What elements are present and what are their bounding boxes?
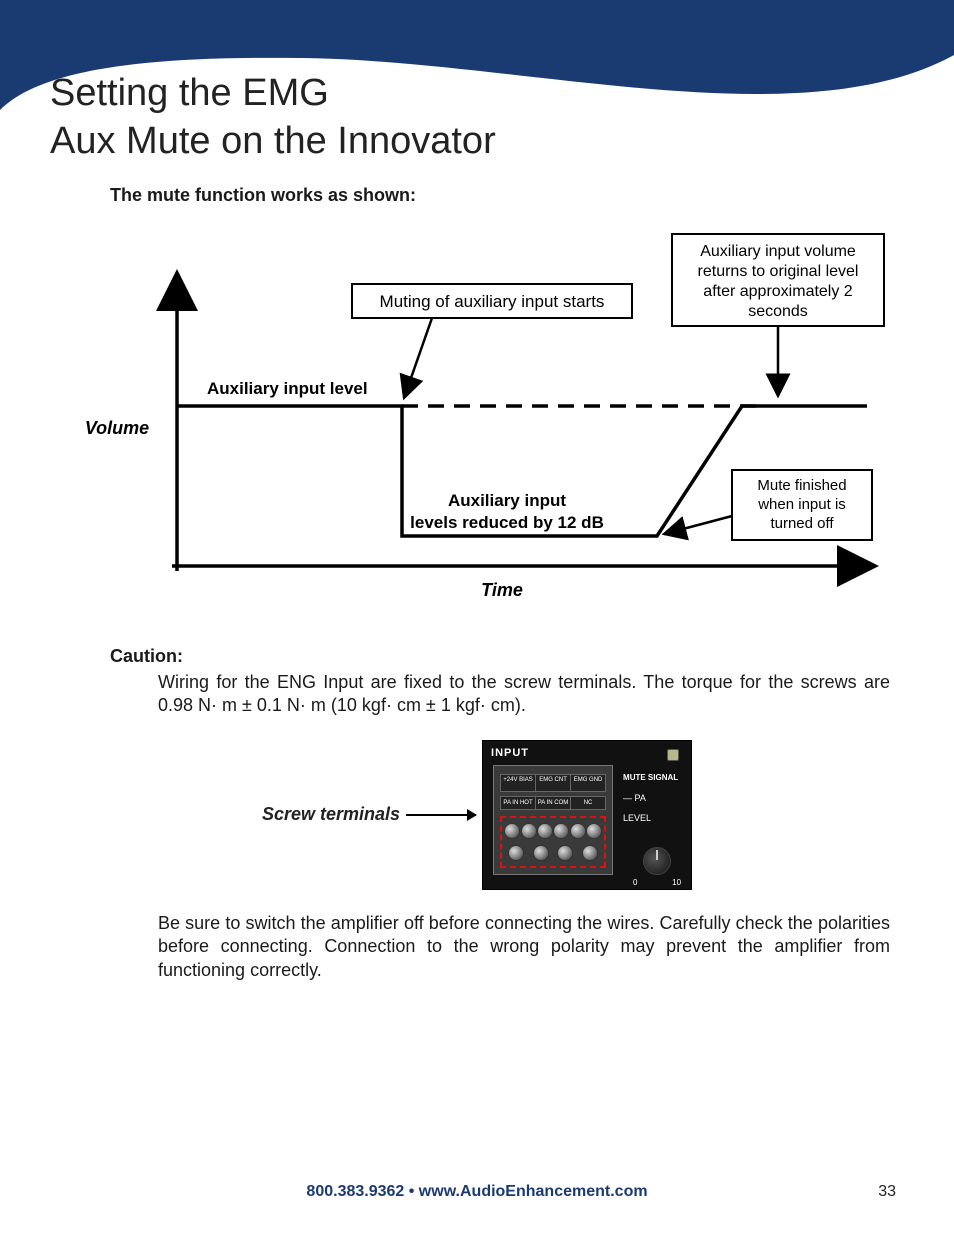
screw-terminals-label: Screw terminals xyxy=(262,804,400,825)
panel-row1-cell: EMG CNT xyxy=(536,775,571,791)
caution-body-2: Be sure to switch the amplifier off befo… xyxy=(158,912,890,982)
screw-terminals-figure: Screw terminals INPUT +24V BIAS EMG CNT … xyxy=(50,740,904,890)
panel-row2: PA IN HOT PA IN COM NC xyxy=(500,796,606,810)
page-number: 33 xyxy=(878,1183,896,1201)
footer-separator: • xyxy=(404,1183,419,1200)
panel-mute-signal: MUTE SIGNAL xyxy=(623,771,683,785)
title-line2: Aux Mute on the Innovator xyxy=(50,120,496,162)
panel-row1: +24V BIAS EMG CNT EMG GND xyxy=(500,774,606,792)
panel-row2-cell: PA IN HOT xyxy=(501,797,536,809)
panel-input-label: INPUT xyxy=(491,747,529,759)
knob-scale: 0 10 xyxy=(633,878,681,887)
reduced-label-l2: levels reduced by 12 dB xyxy=(410,513,604,532)
terminal-panel-image: INPUT +24V BIAS EMG CNT EMG GND PA IN HO… xyxy=(482,740,692,890)
callout-finish-l3: turned off xyxy=(770,515,834,532)
level-knob-icon xyxy=(643,847,671,875)
screw-highlight-box xyxy=(500,816,606,868)
title-line1: Setting the EMG xyxy=(50,72,329,114)
mute-function-diagram: Volume Time Auxiliary input level Auxili… xyxy=(50,216,904,616)
panel-level: LEVEL xyxy=(623,811,683,825)
panel-pa: — PA xyxy=(623,791,683,805)
aux-input-level-label: Auxiliary input level xyxy=(207,379,368,398)
panel-row2-cell: PA IN COM xyxy=(536,797,571,809)
footer-phone: 800.383.9362 xyxy=(306,1183,404,1200)
callout-return-l1: Auxiliary input volume xyxy=(700,243,856,260)
callout-return-l4: seconds xyxy=(748,303,808,320)
callout-return-l3: after approximately 2 xyxy=(703,283,853,300)
caution-body-1: Wiring for the ENG Input are fixed to th… xyxy=(158,671,890,718)
callout-mute-start: Muting of auxiliary input starts xyxy=(380,292,605,311)
reduced-label-l1: Auxiliary input xyxy=(448,491,566,510)
callout-finish-l1: Mute finished xyxy=(757,477,846,494)
arrow-right-icon xyxy=(406,814,476,816)
panel-row2-cell: NC xyxy=(571,797,605,809)
panel-led-icon xyxy=(667,749,679,761)
footer-url: www.AudioEnhancement.com xyxy=(419,1183,648,1200)
page-footer: 800.383.9362 • www.AudioEnhancement.com xyxy=(0,1183,954,1201)
x-axis-label: Time xyxy=(481,580,523,600)
callout-return-l2: returns to original level xyxy=(698,263,859,280)
panel-row1-cell: EMG GND xyxy=(571,775,605,791)
page-title: Setting the EMG Aux Mute on the Innovato… xyxy=(50,70,904,165)
caution-label: Caution: xyxy=(110,646,890,667)
y-axis-label: Volume xyxy=(85,418,149,438)
callout-finish-l2: when input is xyxy=(757,496,846,513)
panel-row1-cell: +24V BIAS xyxy=(501,775,536,791)
mute-subheading: The mute function works as shown: xyxy=(110,185,904,206)
